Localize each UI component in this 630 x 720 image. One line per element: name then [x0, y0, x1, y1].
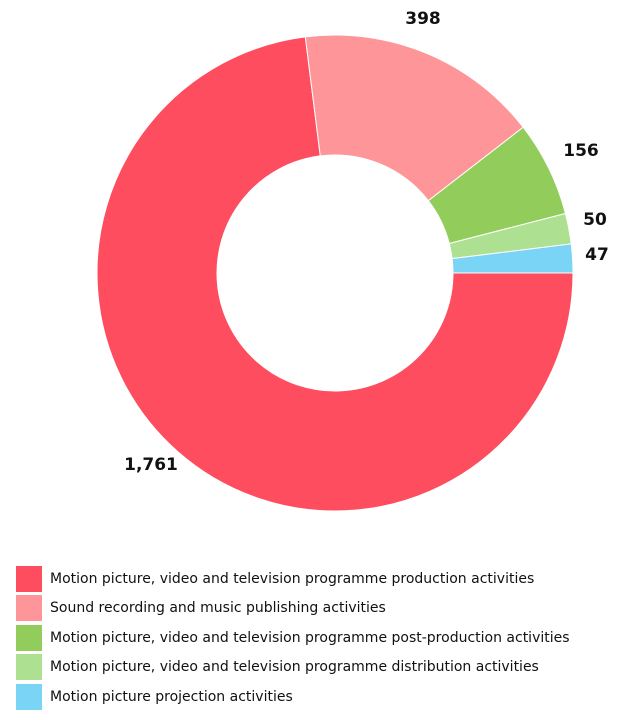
- data-label-3: 156: [563, 141, 599, 161]
- legend-swatch-5: [16, 683, 42, 710]
- legend-label-4: Motion picture, video and television pro…: [50, 659, 539, 676]
- legend-swatch-2: [16, 595, 42, 622]
- legend-label-2: Sound recording and music publishing act…: [50, 600, 386, 617]
- legend-item-3: Motion picture, video and television pro…: [16, 623, 570, 653]
- data-label-4: 50: [583, 210, 607, 230]
- legend-item-1: Motion picture, video and television pro…: [16, 564, 570, 594]
- donut-slice-5: [451, 243, 574, 274]
- legend-item-4: Motion picture, video and television pro…: [16, 653, 570, 683]
- data-label-2: 398: [405, 9, 441, 29]
- legend-swatch-1: [16, 565, 42, 592]
- legend-swatch-4: [16, 654, 42, 681]
- donut-slice-1: [96, 36, 574, 512]
- donut-slice-2: [304, 34, 524, 202]
- legend-label-3: Motion picture, video and television pro…: [50, 629, 570, 646]
- data-label-1: 1,761: [124, 455, 178, 475]
- legend-label-5: Motion picture projection activities: [50, 688, 293, 705]
- legend-swatch-3: [16, 624, 42, 651]
- donut-slices: [96, 34, 574, 512]
- legend: Motion picture, video and television pro…: [16, 564, 570, 712]
- legend-label-1: Motion picture, video and television pro…: [50, 570, 535, 587]
- legend-item-2: Sound recording and music publishing act…: [16, 594, 570, 624]
- donut-chart: 1,761 398 156 50 47: [96, 9, 609, 512]
- data-label-5: 47: [585, 245, 609, 265]
- data-labels: 1,761 398 156 50 47: [124, 9, 609, 475]
- legend-item-5: Motion picture projection activities: [16, 682, 570, 712]
